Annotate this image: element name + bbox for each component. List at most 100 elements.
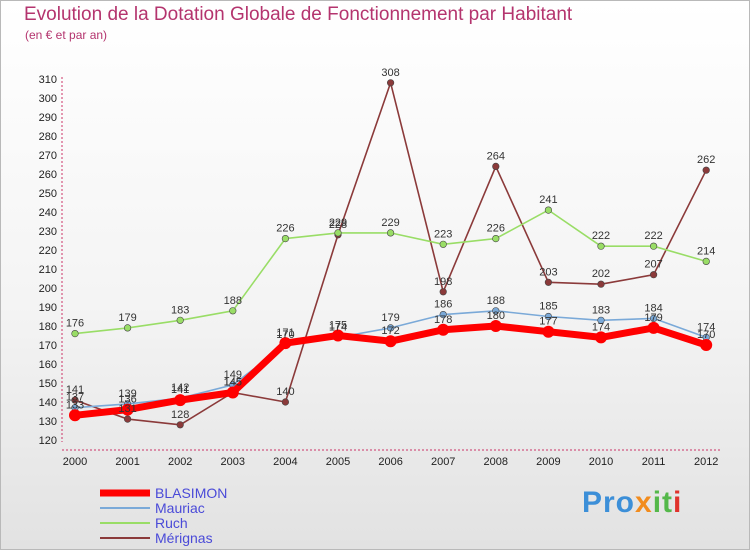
data-point bbox=[649, 271, 658, 279]
y-tick-label: 180 bbox=[39, 321, 57, 333]
y-tick-label: 230 bbox=[39, 226, 57, 238]
data-label: 308 bbox=[381, 67, 399, 79]
data-point bbox=[334, 229, 342, 237]
x-tick-label: 2011 bbox=[642, 456, 666, 468]
data-label: 203 bbox=[539, 266, 557, 278]
data-label: 170 bbox=[276, 329, 294, 341]
x-tick-label: 2005 bbox=[326, 456, 350, 468]
x-tick-label: 2002 bbox=[168, 456, 192, 468]
data-label: 175 bbox=[329, 320, 347, 332]
data-label: 264 bbox=[487, 150, 505, 162]
data-label: 183 bbox=[171, 304, 189, 316]
x-tick-label: 2006 bbox=[378, 456, 402, 468]
data-point bbox=[492, 307, 500, 315]
y-tick-label: 220 bbox=[39, 245, 57, 257]
data-point bbox=[123, 324, 132, 332]
legend-label: BLASIMON bbox=[155, 485, 227, 501]
data-point bbox=[492, 235, 500, 243]
data-point bbox=[279, 337, 292, 350]
y-tick-label: 160 bbox=[39, 359, 57, 371]
data-point bbox=[387, 79, 395, 87]
data-label: 142 bbox=[171, 382, 189, 394]
y-tick-label: 300 bbox=[39, 93, 57, 105]
data-label: 179 bbox=[381, 312, 399, 324]
y-tick-label: 130 bbox=[39, 416, 57, 428]
y-tick-label: 260 bbox=[39, 169, 57, 181]
data-point bbox=[649, 314, 658, 323]
data-point bbox=[384, 335, 397, 348]
data-point bbox=[437, 323, 450, 336]
y-tick-label: 150 bbox=[39, 378, 57, 390]
data-label: 222 bbox=[644, 230, 662, 242]
data-point bbox=[281, 235, 290, 243]
y-tick-label: 140 bbox=[39, 397, 57, 409]
y-tick-label: 290 bbox=[39, 112, 57, 124]
data-label: 172 bbox=[381, 325, 399, 337]
logo-part: i bbox=[673, 486, 683, 519]
data-label: 207 bbox=[644, 259, 662, 271]
y-tick-label: 120 bbox=[39, 435, 57, 447]
y-tick-label: 240 bbox=[39, 207, 57, 219]
legend-label: Ruch bbox=[155, 515, 188, 531]
data-label: 141 bbox=[66, 384, 84, 396]
data-label: 170 bbox=[697, 329, 715, 341]
legend-label: Mauriac bbox=[155, 500, 205, 516]
data-point bbox=[176, 316, 184, 324]
data-point bbox=[439, 288, 447, 296]
data-label: 128 bbox=[171, 409, 189, 421]
data-point bbox=[439, 311, 447, 319]
data-label: 176 bbox=[66, 318, 84, 330]
x-tick-label: 2000 bbox=[63, 456, 87, 468]
data-point bbox=[71, 330, 79, 338]
data-point bbox=[597, 242, 605, 250]
data-label: 137 bbox=[66, 392, 84, 404]
data-label: 140 bbox=[276, 386, 294, 398]
data-label: 145 bbox=[224, 377, 242, 389]
x-tick-label: 2003 bbox=[221, 456, 245, 468]
x-tick-label: 2004 bbox=[273, 456, 297, 468]
data-label: 226 bbox=[487, 223, 505, 235]
data-point bbox=[387, 229, 395, 237]
y-tick-label: 250 bbox=[39, 188, 57, 200]
data-label: 171 bbox=[276, 327, 294, 339]
x-tick-label: 2008 bbox=[484, 456, 508, 468]
data-point bbox=[123, 415, 132, 423]
data-label: 229 bbox=[329, 217, 347, 229]
data-point bbox=[597, 280, 605, 288]
y-tick-label: 190 bbox=[39, 302, 57, 314]
data-point bbox=[332, 329, 344, 342]
data-label: 229 bbox=[381, 217, 399, 229]
data-label: 149 bbox=[224, 369, 242, 381]
data-label: 202 bbox=[592, 268, 610, 280]
x-tick-label: 2010 bbox=[589, 456, 613, 468]
data-point bbox=[597, 316, 605, 324]
data-label: 141 bbox=[171, 384, 189, 396]
data-label: 133 bbox=[66, 399, 84, 411]
data-point bbox=[226, 386, 239, 399]
data-label: 222 bbox=[592, 230, 610, 242]
proxiti-logo: Proxiti bbox=[582, 486, 682, 520]
data-label: 188 bbox=[224, 295, 242, 307]
data-label: 186 bbox=[434, 299, 452, 311]
y-tick-label: 270 bbox=[39, 150, 57, 162]
legend-label: Mérignas bbox=[155, 530, 213, 546]
x-tick-label: 2007 bbox=[431, 456, 455, 468]
logo-part: x bbox=[635, 486, 653, 519]
data-point bbox=[544, 206, 553, 214]
data-point bbox=[174, 394, 187, 407]
data-label: 214 bbox=[697, 245, 715, 257]
data-label: 179 bbox=[644, 312, 662, 324]
data-point bbox=[544, 278, 553, 286]
series-line bbox=[74, 82, 708, 426]
x-tick-label: 2001 bbox=[115, 456, 139, 468]
x-tick-label: 2009 bbox=[536, 456, 560, 468]
data-point bbox=[281, 398, 290, 406]
data-point bbox=[702, 257, 710, 266]
logo-part: Pro bbox=[582, 486, 636, 519]
data-label: 262 bbox=[697, 154, 715, 166]
data-point bbox=[439, 240, 447, 248]
data-point bbox=[489, 320, 502, 332]
data-point bbox=[492, 162, 500, 170]
